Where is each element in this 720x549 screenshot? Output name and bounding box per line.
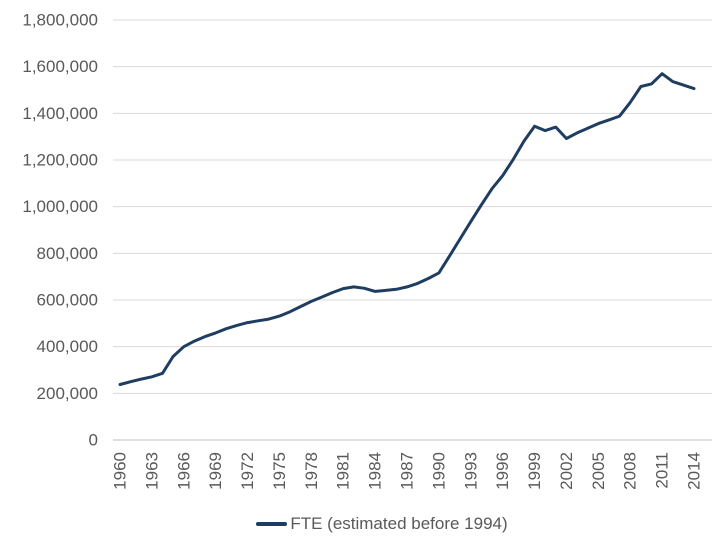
y-axis-tick-label: 1,800,000	[22, 11, 98, 30]
y-axis-tick-label: 400,000	[37, 337, 98, 356]
x-axis-tick-label: 1963	[142, 452, 161, 490]
x-axis-tick-label: 2005	[589, 452, 608, 490]
x-axis-tick-label: 1990	[429, 452, 448, 490]
x-axis-tick-label: 2014	[685, 452, 704, 490]
legend-label: FTE (estimated before 1994)	[290, 514, 508, 533]
y-axis-tick-label: 200,000	[37, 384, 98, 403]
legend: FTE (estimated before 1994)	[22, 511, 720, 537]
x-axis-tick-label: 1960	[111, 452, 130, 490]
y-axis-tick-label: 1,600,000	[22, 57, 98, 76]
x-axis-tick-label: 1984	[366, 452, 385, 490]
y-axis-tick-label: 1,200,000	[22, 151, 98, 170]
y-axis-tick-label: 0	[89, 431, 98, 450]
y-axis-tick-label: 1,400,000	[22, 104, 98, 123]
x-axis-tick-label: 1972	[238, 452, 257, 490]
x-axis-tick-label: 2002	[557, 452, 576, 490]
x-axis-tick-label: 1966	[174, 452, 193, 490]
y-axis-tick-label: 800,000	[37, 244, 98, 263]
x-axis-tick-label: 1969	[206, 452, 225, 490]
x-axis-tick-label: 1987	[398, 452, 417, 490]
x-axis-tick-label: 1996	[493, 452, 512, 490]
legend-line-swatch	[256, 522, 288, 526]
x-axis-tick-label: 1978	[302, 452, 321, 490]
x-axis-tick-label: 2008	[621, 452, 640, 490]
y-axis-tick-label: 1,000,000	[22, 197, 98, 216]
y-axis-tick-label: 600,000	[37, 291, 98, 310]
x-axis-tick-label: 1975	[270, 452, 289, 490]
x-axis-tick-label: 1999	[525, 452, 544, 490]
x-axis-tick-label: 1981	[334, 452, 353, 490]
fte-series-line	[118, 72, 696, 386]
x-axis-tick-label: 1993	[461, 452, 480, 490]
x-axis-tick-label: 2011	[653, 452, 672, 489]
